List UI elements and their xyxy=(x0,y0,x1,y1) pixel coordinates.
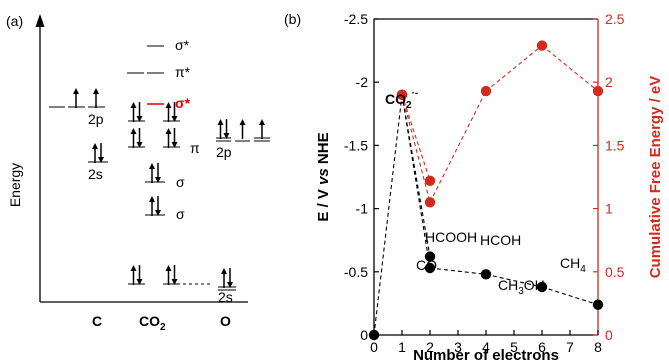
column-label-o: O xyxy=(220,313,231,329)
panel-b: (b) 0 1 2 3 4 5 6 7 8 0 -0.5 -1 -1.5 -2 -2.5 0 0.5 1 1.5… xyxy=(284,11,664,363)
right-tick-label: 2 xyxy=(605,74,613,90)
co2-pi-star-label: π* xyxy=(175,64,191,80)
left-tick-label: -1.5 xyxy=(344,137,368,153)
electron-pair xyxy=(165,265,178,285)
electron-pair xyxy=(92,143,104,163)
free-energy-point xyxy=(480,85,492,97)
right-tick-label: 0.5 xyxy=(605,264,625,280)
co2-sigma-lower-label: σ xyxy=(176,206,185,222)
x-tick-label: 6 xyxy=(538,339,546,355)
column-label-co2: CO2 xyxy=(139,313,166,333)
potential-segment xyxy=(401,94,431,269)
panel-a: (a) Energy 2p 2s σ* π* σ* xyxy=(6,13,270,333)
electron-pair xyxy=(165,102,178,122)
x-tick-label: 3 xyxy=(454,339,462,355)
oxygen-orbitals: 2p 2s xyxy=(216,119,270,305)
co2-sigma-star-upper-label: σ* xyxy=(175,37,190,53)
free-energy-point xyxy=(396,89,408,101)
right-tick-label: 1.5 xyxy=(605,137,625,153)
free-energy-point xyxy=(592,85,604,97)
energy-arrow-head xyxy=(35,14,45,27)
column-label-c: C xyxy=(92,313,102,329)
right-y-axis-label: Cumulative Free Energy / eV xyxy=(647,76,664,279)
potential-segment xyxy=(485,273,543,288)
x-tick-label: 8 xyxy=(594,339,602,355)
c-2s-label: 2s xyxy=(88,166,103,182)
left-tick-label: -2.5 xyxy=(344,11,368,27)
potential-point xyxy=(368,329,380,341)
free-energy-segment xyxy=(401,94,431,181)
right-tick-label: 0 xyxy=(605,327,613,343)
annotation-co: CO xyxy=(416,257,437,273)
electron-pair xyxy=(149,163,161,183)
left-tick-label: -0.5 xyxy=(344,264,368,280)
left-tick-label: 0 xyxy=(360,327,368,343)
x-ticks: 0 1 2 3 4 5 6 7 8 xyxy=(370,330,602,355)
electron-pair xyxy=(130,102,143,122)
electron-pair xyxy=(221,268,233,288)
potential-point xyxy=(592,299,604,310)
o-2p-label: 2p xyxy=(216,144,232,160)
potential-point xyxy=(424,251,436,262)
annotation-co2-radical-anion: CO2·- xyxy=(385,88,418,111)
x-tick-label: 5 xyxy=(510,339,518,355)
free-energy-segment xyxy=(401,94,431,203)
panel-a-label: (a) xyxy=(6,13,23,29)
left-y-ticks: 0 -0.5 -1 -1.5 -2 -2.5 xyxy=(344,11,379,343)
free-energy-point xyxy=(424,197,436,208)
electron-pair xyxy=(130,128,143,148)
potential-segment xyxy=(373,94,403,336)
potential-point xyxy=(536,281,548,293)
annotation-ch4: CH4 xyxy=(560,255,586,275)
x-axis-label: Number of electrons xyxy=(413,347,559,363)
co2-sigma-star-lumo-label: σ* xyxy=(175,95,191,111)
energy-axis-label: Energy xyxy=(7,163,23,207)
electron-pair xyxy=(149,196,161,216)
left-y-axis-label: E / V vs NHE xyxy=(315,132,332,221)
co2-orbitals: σ* π* σ* π σ σ xyxy=(127,37,213,285)
potential-point xyxy=(480,269,492,280)
electron-pair xyxy=(165,128,178,148)
up-spin-electron xyxy=(93,88,99,108)
free-energy-point xyxy=(424,175,436,186)
electron-pair xyxy=(217,119,230,139)
co2-sigma-upper-label: σ xyxy=(176,174,185,190)
carbon-orbitals: 2p 2s xyxy=(49,88,108,182)
x-tick-label: 1 xyxy=(398,339,406,355)
right-tick-label: 2.5 xyxy=(605,11,625,27)
free-energy-segment xyxy=(541,45,599,92)
x-tick-label: 4 xyxy=(482,339,490,355)
x-tick-label: 0 xyxy=(370,339,378,355)
series-lines xyxy=(373,45,599,336)
free-energy-point xyxy=(536,40,548,51)
annotation-hcoh: HCOH xyxy=(480,232,521,248)
annotation-hcooh: HCOOH xyxy=(425,229,477,245)
series-points xyxy=(368,40,604,341)
up-spin-electron xyxy=(259,119,265,139)
x-tick-label: 2 xyxy=(426,339,434,355)
free-energy-segment xyxy=(485,45,543,92)
c-2p-label: 2p xyxy=(88,111,104,127)
potential-point xyxy=(424,262,436,274)
potential-segment xyxy=(541,286,599,306)
potential-segment xyxy=(401,94,431,257)
co2-pi-label: π xyxy=(190,140,200,156)
potential-segment xyxy=(429,267,487,275)
panel-b-label: (b) xyxy=(284,11,301,27)
o-2s-label: 2s xyxy=(218,289,233,305)
left-tick-label: -1 xyxy=(356,201,369,217)
electron-pair xyxy=(130,265,143,285)
up-spin-electron xyxy=(239,119,246,139)
right-y-ticks: 0 0.5 1 1.5 2 2.5 xyxy=(593,11,625,343)
x-tick-label: 7 xyxy=(566,339,574,355)
free-energy-segment xyxy=(429,90,487,203)
annotation-ch3oh: CH3OH xyxy=(498,277,545,297)
right-tick-label: 1 xyxy=(605,201,613,217)
up-spin-electron xyxy=(73,88,79,108)
left-tick-label: -2 xyxy=(356,74,369,90)
